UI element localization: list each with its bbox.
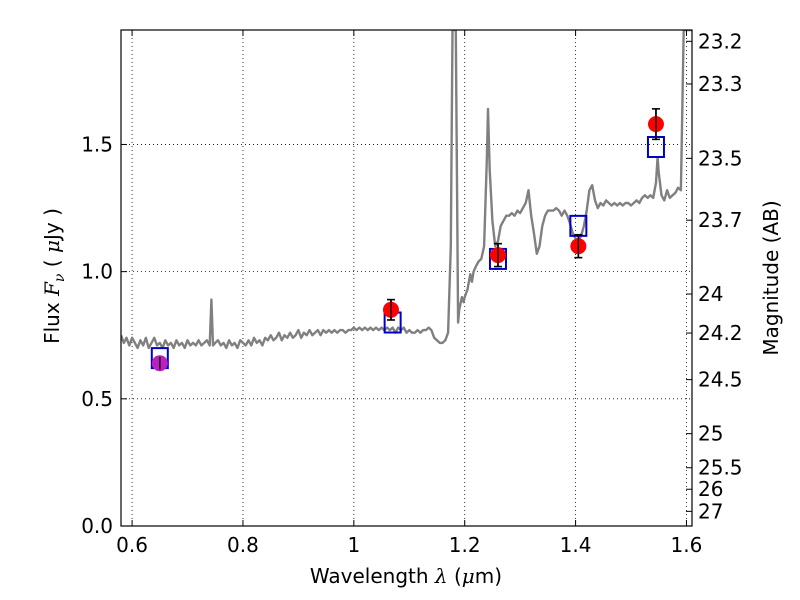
mag-tick-label: 25 [698, 422, 723, 446]
x-tick-label: 0.6 [116, 533, 148, 557]
mag-tick-label: 24.2 [698, 321, 743, 345]
series-layer [121, 30, 692, 372]
y2-axis-label: Magnitude (AB) [759, 200, 783, 355]
y-tick-label: 0.0 [81, 514, 113, 538]
mag-tick-label: 26 [698, 477, 723, 501]
grid-layer [121, 30, 692, 527]
mag-tick-label: 23.7 [698, 208, 743, 232]
mag-tick-label: 27 [698, 499, 723, 523]
plot-frame [120, 29, 693, 527]
y-tick-label: 1.0 [81, 260, 113, 284]
mag-tick-label: 24 [698, 282, 723, 306]
spectrum-line [121, 30, 692, 350]
ticks-layer: 0.6 0.8 1 1.2 1.4 1.6 0.0 0.5 1.0 1.5 23.2 23.3 23.5… [81, 29, 742, 557]
mag-tick-label: 23.5 [698, 146, 743, 170]
x-tick-label: 1.6 [671, 533, 703, 557]
y-tick-label: 1.5 [81, 132, 113, 156]
y-tick-label: 0.5 [81, 387, 113, 411]
x-tick-label: 1.2 [449, 533, 481, 557]
mag-tick-label: 25.5 [698, 456, 743, 480]
mag-tick-label: 24.5 [698, 368, 743, 392]
x-axis-label: Wavelength λ (μm) [310, 564, 502, 588]
x-tick-label: 1.4 [560, 533, 592, 557]
mag-tick-label: 23.3 [698, 72, 743, 96]
x-tick-label: 1 [347, 533, 360, 557]
x-tick-label: 0.8 [227, 533, 259, 557]
mag-tick-label: 23.2 [698, 29, 743, 53]
y-axis-label: Flux Fν ( μJy ) [40, 208, 68, 344]
